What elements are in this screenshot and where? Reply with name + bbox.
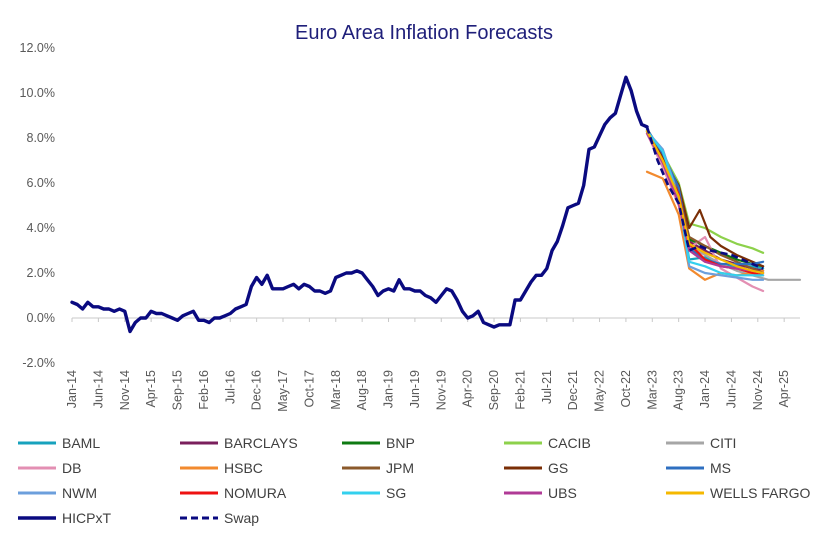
x-tick-label: Sep-20	[487, 370, 501, 410]
x-tick-label: Dec-21	[566, 370, 580, 410]
x-tick-label: Nov-24	[751, 370, 765, 410]
legend-gs-label: GS	[548, 460, 568, 476]
chart-title: Euro Area Inflation Forecasts	[295, 22, 553, 44]
x-tick-label: Sep-15	[171, 370, 185, 410]
legend-ms-label: MS	[710, 460, 731, 476]
x-tick-label: Feb-21	[513, 370, 527, 410]
x-tick-label: Jul-21	[540, 370, 554, 404]
x-tick-label: Aug-23	[672, 370, 686, 410]
x-tick-label: Nov-19	[434, 370, 448, 410]
x-tick-label: Oct-22	[619, 370, 633, 408]
series-line-db	[645, 132, 765, 293]
legend: BAML BARCLAYS BNP CACIB CITI DB HSBC JPM GS MS NWM…	[18, 435, 810, 526]
legend-wells-fargo-label: WELLS FARGO	[710, 485, 810, 501]
y-tick-label: 10.0%	[20, 86, 55, 100]
y-tick-label: -2.0%	[22, 356, 55, 370]
legend-nomura-label: NOMURA	[224, 485, 287, 501]
series-line-cacib	[645, 127, 765, 254]
y-tick-label: 6.0%	[27, 176, 56, 190]
legend-db-label: DB	[62, 460, 81, 476]
x-tick-label: Jun-14	[91, 370, 105, 408]
legend-barclays-label: BARCLAYS	[224, 435, 298, 451]
legend-citi-label: CITI	[710, 435, 736, 451]
x-tick-label: Feb-16	[197, 370, 211, 410]
y-tick-label: 4.0%	[27, 221, 56, 235]
legend-jpm-label: JPM	[386, 460, 414, 476]
legend-hsbc-label: HSBC	[224, 460, 263, 476]
x-tick-label: Dec-16	[250, 370, 264, 410]
x-tick-label: Jan-19	[382, 370, 396, 408]
y-tick-label: 8.0%	[27, 131, 56, 145]
legend-ubs-label: UBS	[548, 485, 577, 501]
legend-nwm-label: NWM	[62, 485, 97, 501]
legend-bnp-label: BNP	[386, 435, 415, 451]
x-tick-label: Jan-14	[65, 370, 79, 408]
x-tick-label: Apr-15	[144, 370, 158, 408]
y-axis: -2.0% 0.0% 2.0% 4.0% 6.0% 8.0% 10.0% 12.0%	[20, 41, 55, 370]
plot-area: -2.0% 0.0% 2.0% 4.0% 6.0% 8.0% 10.0% 12.0% Jan-…	[20, 41, 802, 412]
x-tick-label: Mar-23	[645, 370, 659, 410]
x-tick-label: Jul-16	[223, 370, 237, 404]
series-line-ms	[645, 127, 765, 266]
x-tick-label: Apr-20	[461, 370, 475, 408]
legend-cacib-label: CACIB	[548, 435, 591, 451]
x-tick-label: May-17	[276, 370, 290, 412]
y-tick-label: 2.0%	[27, 266, 56, 280]
x-tick-label: Apr-25	[777, 370, 791, 408]
y-tick-label: 0.0%	[27, 311, 56, 325]
x-tick-label: Jan-24	[698, 370, 712, 408]
x-tick-label: Jun-24	[724, 370, 738, 408]
series-line-sg	[645, 130, 765, 277]
series-line-wells-fargo	[645, 130, 765, 275]
legend-swap-label: Swap	[224, 510, 259, 526]
x-tick-label: Mar-18	[329, 370, 343, 410]
x-tick-label: Oct-17	[302, 370, 316, 408]
legend-hicpxt-label: HICPxT	[62, 510, 111, 526]
x-tick-label: May-22	[593, 370, 607, 412]
series-line-citi	[645, 130, 802, 281]
x-axis: Jan-14 Jun-14 Nov-14 Apr-15 Sep-15 Feb-16 Jul-…	[65, 318, 791, 412]
series-line-hsbc	[645, 170, 765, 281]
series-lines	[70, 75, 802, 334]
series-line-swap	[645, 126, 764, 270]
legend-baml-label: BAML	[62, 435, 100, 451]
y-tick-label: 12.0%	[20, 41, 55, 55]
x-tick-label: Aug-18	[355, 370, 369, 410]
legend-sg-label: SG	[386, 485, 406, 501]
series-line-hicpxt	[70, 75, 649, 334]
x-tick-label: Jun-19	[408, 370, 422, 408]
x-tick-label: Nov-14	[118, 370, 132, 410]
